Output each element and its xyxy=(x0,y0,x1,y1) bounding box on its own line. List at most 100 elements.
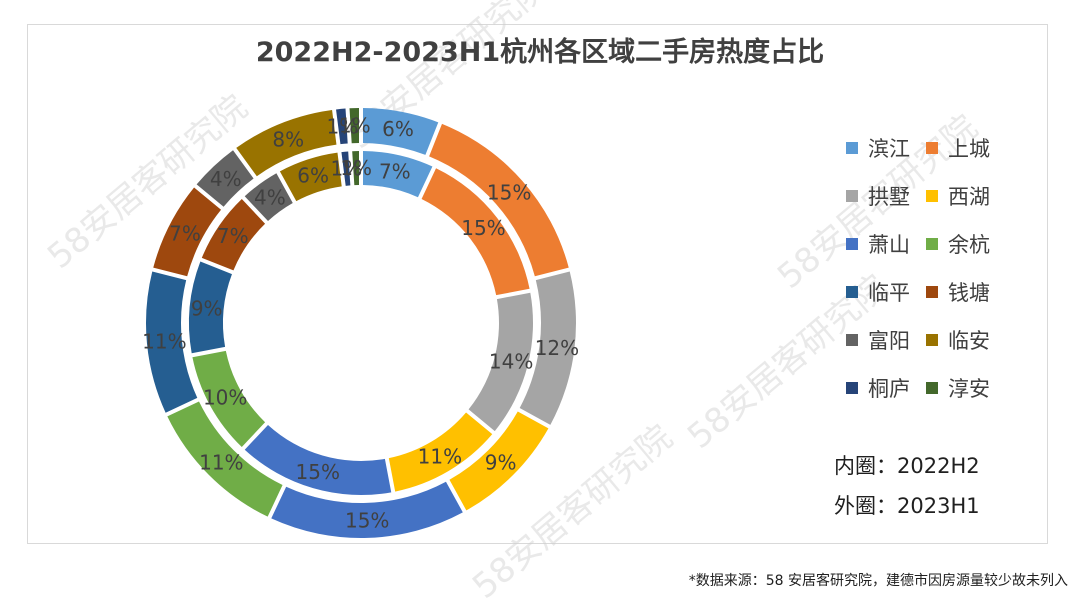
legend-label: 萧山 xyxy=(868,233,910,257)
ring-notes: 内圈：2022H2 外圈：2023H1 xyxy=(834,446,980,526)
data-labels: 6%15%12%9%15%11%11%7%4%8%1%1%7%15%14%11%… xyxy=(142,114,579,533)
legend-label: 桐庐 xyxy=(868,377,910,401)
legend-label: 临安 xyxy=(948,329,990,353)
legend-swatch xyxy=(926,238,938,250)
legend-swatch xyxy=(846,334,858,346)
outer-label-7: 7% xyxy=(169,221,201,245)
outer-label-0: 6% xyxy=(382,117,414,141)
legend-item-5: 余杭 xyxy=(926,229,1006,259)
legend-swatch xyxy=(926,142,938,154)
legend-item-4: 萧山 xyxy=(846,229,926,259)
outer-slice-0 xyxy=(362,108,439,155)
legend-row: 桐庐 淳安 xyxy=(846,364,1036,412)
inner-slice-6 xyxy=(188,261,232,354)
legend-item-10: 桐庐 xyxy=(846,373,926,403)
inner-label-3: 11% xyxy=(418,444,462,468)
legend-label: 余杭 xyxy=(948,233,990,257)
outer-ring-note: 外圈：2023H1 xyxy=(834,494,980,518)
inner-slice-4 xyxy=(244,424,392,496)
outer-slice-1 xyxy=(429,123,569,277)
inner-slice-8 xyxy=(244,173,293,222)
inner-slice-0 xyxy=(362,151,433,198)
legend-label: 临平 xyxy=(868,281,910,305)
legend-row: 萧山 余杭 xyxy=(846,220,1036,268)
legend-label: 拱墅 xyxy=(868,185,910,209)
outer-label-10: 1% xyxy=(327,114,359,138)
outer-label-5: 11% xyxy=(199,451,243,475)
inner-label-5: 10% xyxy=(203,386,247,410)
inner-label-10: 1% xyxy=(331,157,363,181)
inner-slice-5 xyxy=(192,350,266,448)
legend-item-6: 临平 xyxy=(846,277,926,307)
legend-label: 淳安 xyxy=(948,377,990,401)
outer-label-6: 11% xyxy=(142,330,186,354)
inner-ring-note: 内圈：2022H2 xyxy=(834,454,980,478)
legend-item-0: 滨江 xyxy=(846,133,926,163)
inner-slice-2 xyxy=(468,292,533,432)
outer-slice-2 xyxy=(519,271,576,425)
legend-swatch xyxy=(846,238,858,250)
outer-slice-4 xyxy=(271,481,463,538)
outer-label-9: 8% xyxy=(272,127,304,151)
legend-item-7: 钱塘 xyxy=(926,277,1006,307)
inner-slice-1 xyxy=(421,168,530,296)
legend-row: 临平 钱塘 xyxy=(846,268,1036,316)
legend-swatch xyxy=(846,382,858,394)
source-note: *数据来源：58 安居客研究院，建德市因房源量较少故未列入 xyxy=(688,573,1068,589)
legend-swatch xyxy=(926,286,938,298)
outer-slice-7 xyxy=(153,187,222,277)
legend-label: 富阳 xyxy=(868,329,910,353)
outer-label-8: 4% xyxy=(210,167,242,191)
legend-row: 滨江 上城 xyxy=(846,124,1036,172)
outer-label-4: 15% xyxy=(345,508,389,532)
legend-swatch xyxy=(926,190,938,202)
inner-label-7: 7% xyxy=(217,224,249,248)
legend-item-1: 上城 xyxy=(926,133,1006,163)
legend-row: 富阳 临安 xyxy=(846,316,1036,364)
legend-swatch xyxy=(846,142,858,154)
outer-label-2: 12% xyxy=(535,336,579,360)
legend-label: 上城 xyxy=(948,137,990,161)
inner-slice-7 xyxy=(201,198,266,271)
legend-item-2: 拱墅 xyxy=(846,181,926,211)
legend-label: 滨江 xyxy=(868,137,910,161)
outer-slice-11 xyxy=(349,108,360,144)
outer-label-3: 9% xyxy=(485,451,517,475)
legend-label: 西湖 xyxy=(948,185,990,209)
inner-label-6: 9% xyxy=(191,296,223,320)
inner-label-0: 7% xyxy=(379,160,411,184)
inner-slice-9 xyxy=(279,152,342,202)
legend-item-9: 临安 xyxy=(926,325,1006,355)
legend-label: 钱塘 xyxy=(948,281,990,305)
outer-slice-10 xyxy=(336,108,348,145)
legend-item-3: 西湖 xyxy=(926,181,1006,211)
inner-slice-3 xyxy=(388,412,493,492)
outer-slice-6 xyxy=(145,271,198,413)
outer-label-11: 1% xyxy=(339,114,371,138)
legend-item-8: 富阳 xyxy=(846,325,926,355)
outer-slice-3 xyxy=(449,411,549,511)
outer-ring xyxy=(145,108,576,538)
legend-swatch xyxy=(846,286,858,298)
inner-label-1: 15% xyxy=(461,216,505,240)
chart-title: 2022H2-2023H1杭州各区域二手房热度占比 xyxy=(255,37,825,68)
legend-swatch xyxy=(926,382,938,394)
legend-swatch xyxy=(846,190,858,202)
outer-slice-5 xyxy=(167,401,283,517)
legend-item-11: 淳安 xyxy=(926,373,1006,403)
inner-ring xyxy=(188,151,533,496)
inner-slice-10 xyxy=(341,151,351,186)
inner-slice-11 xyxy=(352,151,360,186)
legend-swatch xyxy=(926,334,938,346)
inner-label-8: 4% xyxy=(254,186,286,210)
legend-row: 拱墅 西湖 xyxy=(846,172,1036,220)
inner-label-4: 15% xyxy=(296,460,340,484)
inner-label-9: 6% xyxy=(297,164,329,188)
donut-chart: 6%15%12%9%15%11%11%7%4%8%1%1%7%15%14%11%… xyxy=(142,108,579,538)
legend: 滨江 上城拱墅 西湖萧山 余杭临平 钱塘富阳 临安桐庐 淳安 xyxy=(846,124,1036,412)
outer-slice-9 xyxy=(236,109,337,177)
inner-label-2: 14% xyxy=(489,350,533,374)
inner-label-11: 1% xyxy=(340,156,372,180)
outer-label-1: 15% xyxy=(487,180,531,204)
outer-slice-8 xyxy=(196,150,254,207)
